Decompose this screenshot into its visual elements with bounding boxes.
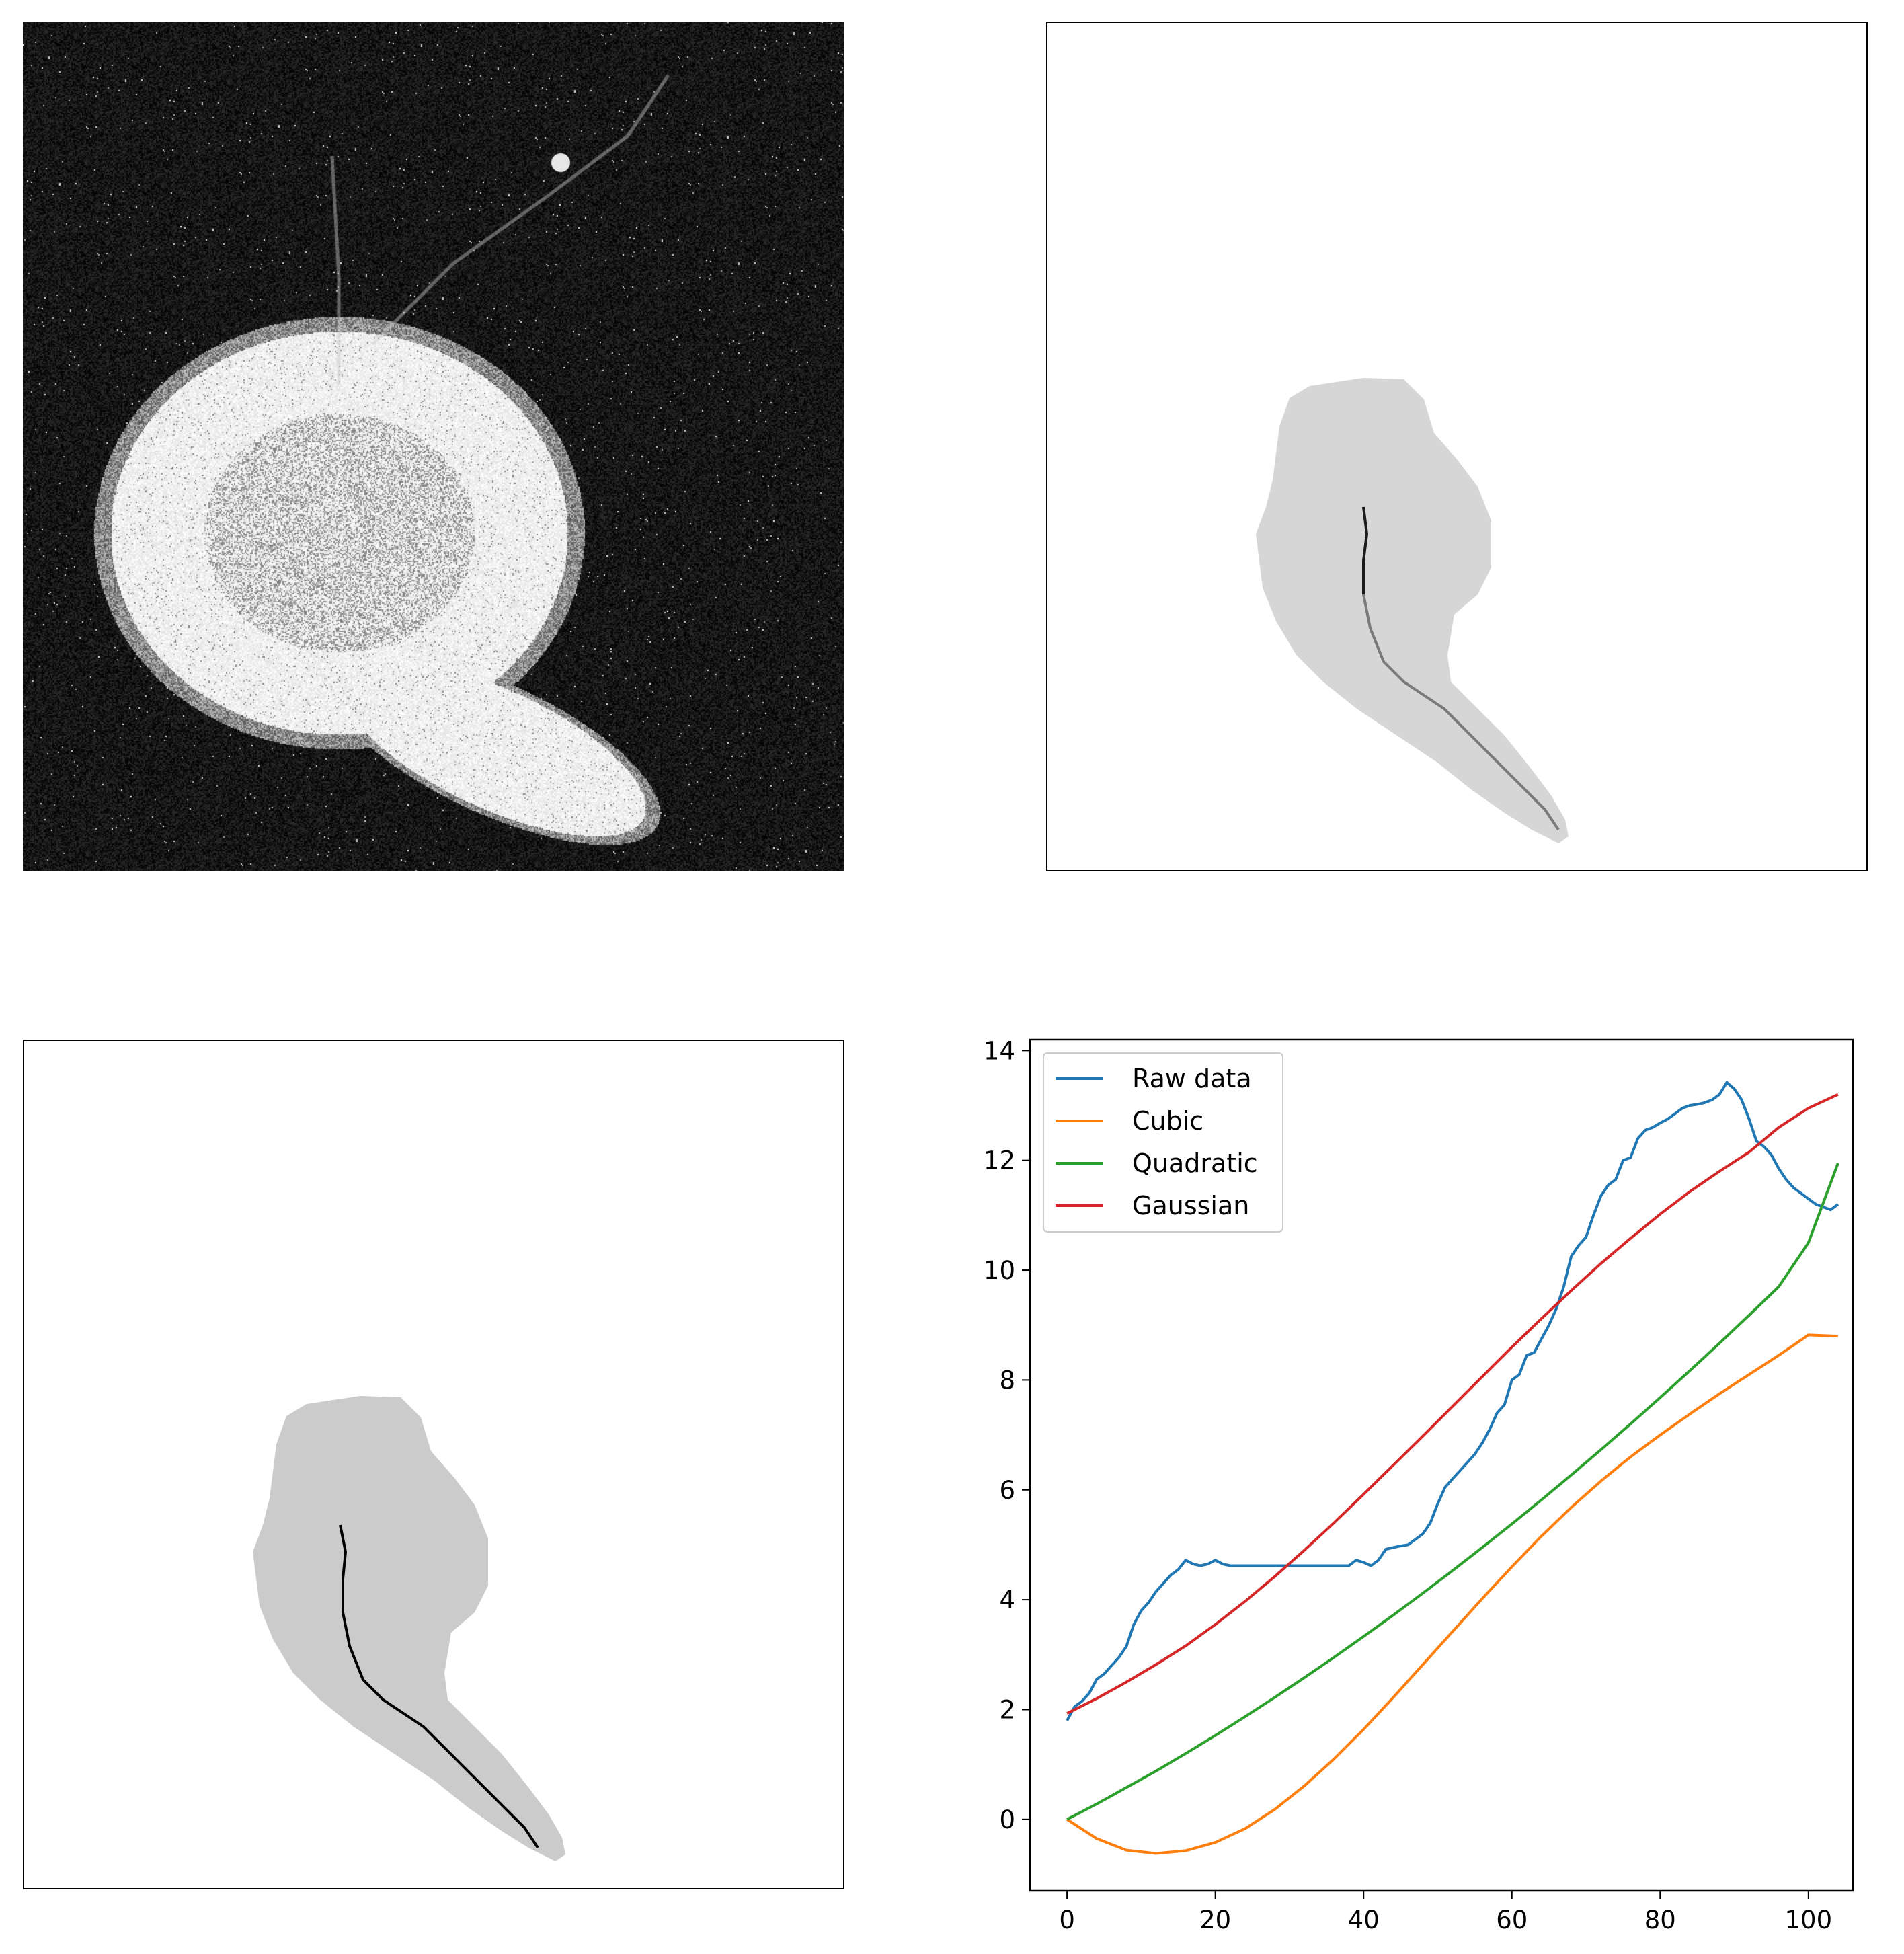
series-group [1066, 1081, 1839, 1855]
y-tick-label: 8 [999, 1366, 1015, 1395]
y-tick-label: 12 [984, 1146, 1015, 1175]
centerline [339, 1524, 539, 1849]
legend-label: Cubic [1132, 1106, 1203, 1136]
y-tick-label: 14 [984, 1036, 1015, 1065]
legend: Raw data Cubic Quadratic Gaussian [1043, 1052, 1283, 1233]
x-tick-label: 20 [1199, 1906, 1231, 1935]
series-line-gaussian [1066, 1093, 1839, 1715]
cell-mask-region [1256, 378, 1569, 843]
legend-box [1043, 1052, 1283, 1233]
line-chart-panel: 0 20 40 60 80 100 0 2 4 6 8 10 12 14 Raw data Cubic Qua… [0, 1009, 1904, 1954]
raw-image-canvas [23, 22, 844, 871]
legend-label: Raw data [1132, 1064, 1252, 1093]
mask-black-centerline-svg [253, 1396, 565, 1861]
x-tick-label: 80 [1644, 1906, 1676, 1935]
x-tick-label: 100 [1785, 1906, 1833, 1935]
centerline-upper-dark [1362, 506, 1369, 594]
x-tick-label: 60 [1496, 1906, 1528, 1935]
mask-gray-centerline-panel [1046, 22, 1868, 871]
y-tick-label: 2 [999, 1695, 1015, 1724]
series-line-quadratic [1066, 1163, 1839, 1821]
y-tick-label: 10 [984, 1256, 1015, 1285]
y-tick-label: 0 [999, 1805, 1015, 1834]
mask-gray-centerline-svg [1256, 378, 1569, 843]
series-line-cubic [1066, 1333, 1838, 1855]
ticks-group: 0 20 40 60 80 100 0 2 4 6 8 10 12 14 [984, 1036, 1832, 1935]
y-tick-label: 4 [999, 1586, 1015, 1614]
cell-mask-region [253, 1396, 565, 1861]
line-chart: 0 20 40 60 80 100 0 2 4 6 8 10 12 14 Raw data Cubic Qua… [984, 1036, 1854, 1935]
legend-label: Quadratic [1132, 1148, 1258, 1178]
y-tick-label: 6 [999, 1476, 1015, 1505]
x-tick-label: 0 [1059, 1906, 1075, 1935]
x-tick-label: 40 [1348, 1906, 1380, 1935]
axes-frame [1029, 1038, 1854, 1892]
mask-black-centerline-panel [23, 1040, 844, 1889]
legend-label: Gaussian [1132, 1191, 1249, 1220]
raw-fluorescence-image [23, 22, 844, 871]
series-line-raw-data [1066, 1081, 1839, 1721]
